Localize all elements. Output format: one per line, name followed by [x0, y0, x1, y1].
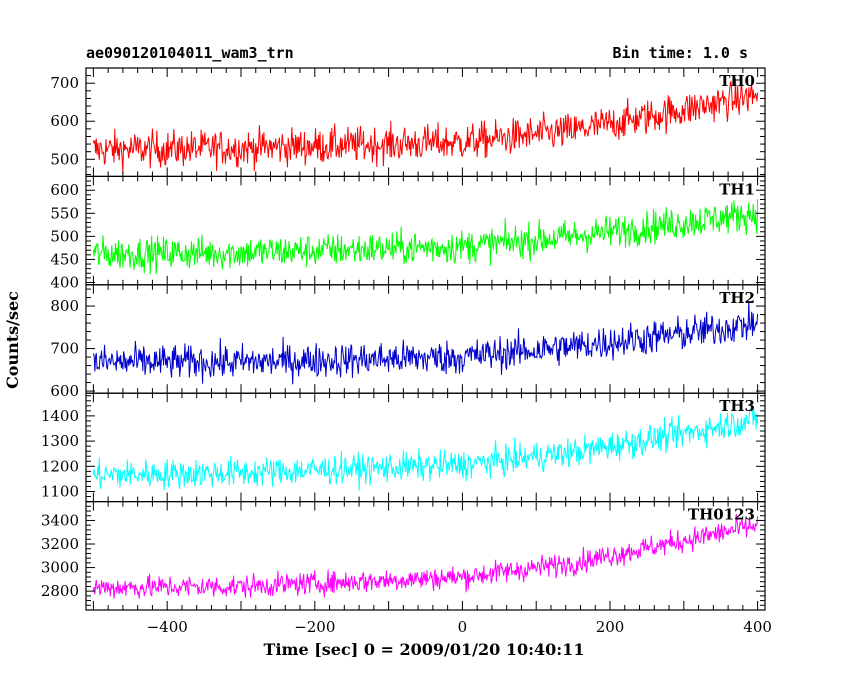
x-tick-label: −400	[147, 618, 188, 636]
panel-frame-th1	[85, 175, 766, 286]
y-tick-label-th1: 500	[50, 227, 79, 245]
y-tick-label-th0123: 3200	[41, 535, 79, 553]
x-axis-label: Time [sec] 0 = 2009/01/20 10:40:11	[264, 640, 585, 659]
series-line-th2	[92, 301, 759, 385]
y-tick-label-th1: 550	[50, 204, 79, 222]
panel-label-th0: TH0	[719, 72, 755, 90]
series-line-th1	[92, 199, 759, 275]
y-tick-label-th0123: 2800	[41, 582, 79, 600]
x-tick-label: −200	[294, 618, 335, 636]
y-tick-label-th2: 800	[50, 297, 79, 315]
chart-subtitle: Bin time: 1.0 s	[612, 44, 748, 62]
y-tick-label-th1: 450	[50, 250, 79, 268]
y-tick-label-th3: 1100	[41, 483, 79, 501]
panel-frame-th0123	[85, 501, 766, 611]
panel-label-th0123: TH0123	[688, 506, 755, 524]
panel-frame-th0	[85, 67, 766, 178]
panel-frame-th3	[85, 392, 766, 503]
y-tick-label-th0: 500	[50, 150, 79, 168]
chart-title: ae090120104011_wam3_trn	[86, 44, 294, 62]
y-tick-label-th1: 400	[50, 273, 79, 291]
y-tick-label-th0: 700	[50, 74, 79, 92]
y-axis-label: Counts/sec	[3, 291, 22, 389]
y-tick-label-th3: 1300	[41, 432, 79, 450]
y-tick-label-th1: 600	[50, 181, 79, 199]
y-tick-label-th0: 600	[50, 112, 79, 130]
panel-frame-th2	[85, 284, 766, 394]
x-tick-label: 400	[743, 618, 772, 636]
series-line-th0	[92, 78, 759, 174]
series-line-th0123	[92, 513, 759, 599]
y-tick-label-th2: 700	[50, 340, 79, 358]
panel-label-th1: TH1	[719, 180, 755, 198]
x-tick-label: 200	[596, 618, 625, 636]
y-tick-label-th2: 600	[50, 382, 79, 400]
series-line-th3	[92, 407, 759, 491]
y-tick-label-th3: 1200	[41, 457, 79, 475]
panel-label-th2: TH2	[719, 289, 755, 307]
y-tick-label-th0123: 3000	[41, 559, 79, 577]
y-tick-label-th0123: 3400	[41, 511, 79, 529]
x-tick-label: 0	[458, 618, 468, 636]
panel-label-th3: TH3	[719, 397, 755, 415]
y-tick-label-th3: 1400	[41, 407, 79, 425]
